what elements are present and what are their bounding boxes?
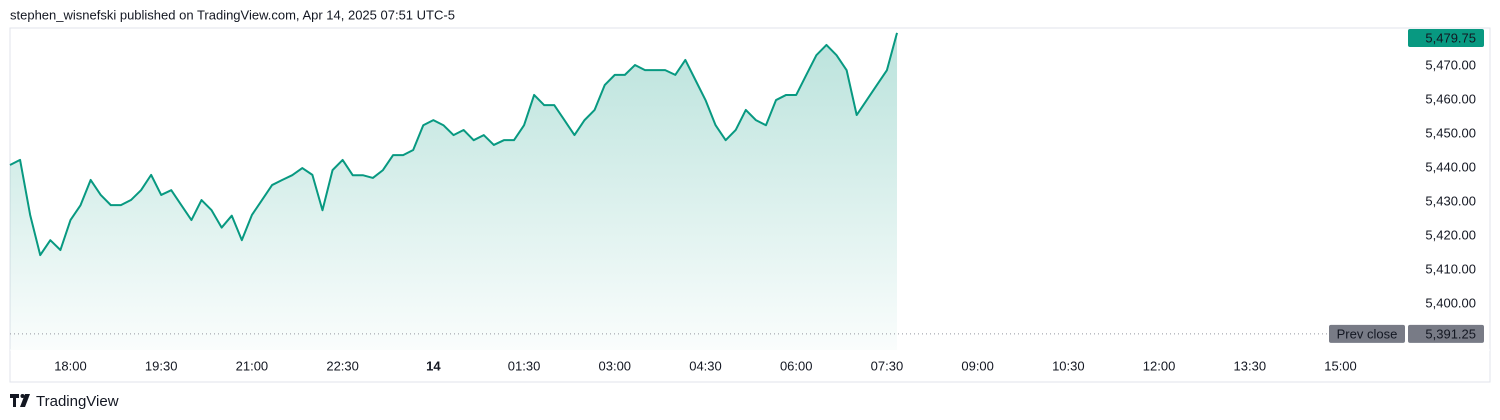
x-tick-label: 12:00 [1143, 358, 1176, 373]
y-tick-label: 5,430.00 [1425, 194, 1476, 209]
last-price-badge [1408, 29, 1484, 47]
y-tick-label: 5,400.00 [1425, 296, 1476, 311]
x-tick-label: 06:00 [780, 358, 813, 373]
y-tick-label: 5,420.00 [1425, 228, 1476, 243]
x-tick-label: 01:30 [508, 358, 541, 373]
header: stephen_wisnefski published on TradingVi… [10, 7, 455, 22]
x-tick-label: 10:30 [1052, 358, 1085, 373]
prev-close-badge [1329, 324, 1405, 343]
x-tick-label: 14 [426, 358, 441, 373]
x-tick-label: 13:30 [1234, 358, 1267, 373]
x-tick-label: 21:00 [236, 358, 269, 373]
x-tick-label: 15:00 [1324, 358, 1357, 373]
y-tick-label: 5,470.00 [1425, 57, 1476, 72]
logo [10, 394, 30, 407]
x-tick-label: 09:00 [961, 358, 994, 373]
x-tick-label: 04:30 [689, 358, 722, 373]
y-tick-label: 5,410.00 [1425, 262, 1476, 277]
x-tick-label: 18:00 [54, 358, 87, 373]
area [10, 32, 898, 350]
y-tick-label: 5,450.00 [1425, 125, 1476, 140]
prev-close-title: Prev close [1337, 326, 1398, 341]
prev-close-value-badge [1408, 324, 1484, 343]
x-tick-label: 19:30 [145, 358, 178, 373]
x-tick-label: 07:30 [871, 358, 904, 373]
prev-close-value: 5,391.25 [1425, 326, 1476, 341]
last-price-label: 5,479.75 [1425, 30, 1476, 45]
price-line [9, 32, 898, 257]
x-tick-label: 22:30 [326, 358, 359, 373]
footer-brand: TradingView [36, 393, 119, 410]
x-tick-label: 03:00 [599, 358, 632, 373]
y-tick-label: 5,460.00 [1425, 91, 1476, 106]
y-tick-label: 5,440.00 [1425, 160, 1476, 175]
